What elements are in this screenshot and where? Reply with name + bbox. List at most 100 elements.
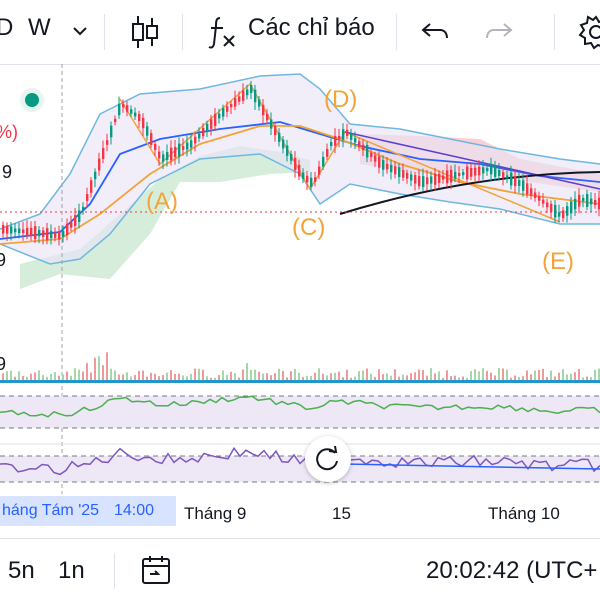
crosshair-time: 14:00 xyxy=(114,502,155,519)
time-axis-label: Tháng 10 xyxy=(488,504,560,523)
clock-timezone-button[interactable]: 20:02:42 (UTC+ xyxy=(426,557,598,584)
volume-bar xyxy=(78,369,80,380)
volume-bar xyxy=(242,369,244,380)
interval-w-button[interactable]: W xyxy=(28,14,51,41)
volume-bar xyxy=(594,369,596,380)
candle xyxy=(474,167,477,176)
volume-bar xyxy=(26,376,28,380)
volume-bar xyxy=(554,376,556,380)
volume-bar xyxy=(534,370,536,380)
candle xyxy=(282,139,285,149)
candle xyxy=(486,168,489,172)
volume-bar xyxy=(318,368,320,380)
volume-bar xyxy=(58,375,60,380)
candle xyxy=(98,158,101,171)
candle xyxy=(598,197,600,210)
candle xyxy=(422,176,425,188)
volume-bar xyxy=(346,369,348,380)
interval-d-button[interactable]: D xyxy=(0,14,14,41)
candle xyxy=(70,222,73,228)
candle xyxy=(226,106,229,112)
volume-bars xyxy=(2,352,600,380)
candle xyxy=(406,172,409,179)
volume-bar xyxy=(426,375,428,380)
stoch-signal-line xyxy=(344,463,600,470)
volume-bar xyxy=(598,368,600,380)
candle xyxy=(390,164,393,173)
volume-bar xyxy=(498,368,500,380)
volume-bar xyxy=(430,368,432,380)
bottom-divider xyxy=(114,553,115,589)
settings-gear-icon[interactable] xyxy=(578,14,600,55)
range-5n-button[interactable]: 5n xyxy=(8,557,35,584)
candle xyxy=(142,117,145,129)
candle xyxy=(254,89,257,103)
scale-label: 9 xyxy=(0,250,7,270)
volume-bar xyxy=(162,375,164,380)
volume-bar xyxy=(122,374,124,380)
candle xyxy=(334,135,337,146)
candle xyxy=(42,230,45,237)
candle xyxy=(398,167,401,178)
volume-bar xyxy=(494,375,496,380)
candle xyxy=(526,183,529,195)
volume-bar xyxy=(586,376,588,380)
volume-bar xyxy=(362,370,364,380)
volume-bar xyxy=(262,373,264,380)
undo-icon[interactable] xyxy=(420,18,450,51)
candle xyxy=(382,160,385,170)
volume-bar xyxy=(322,373,324,380)
reset-chart-button[interactable] xyxy=(305,436,351,482)
volume-bar xyxy=(6,371,8,380)
candle xyxy=(234,98,237,107)
volume-bar xyxy=(582,377,584,380)
volume-bar xyxy=(330,373,332,380)
candle xyxy=(46,228,49,241)
volume-bar xyxy=(166,372,168,380)
volume-bar xyxy=(194,368,196,380)
go-to-date-icon[interactable] xyxy=(140,555,172,590)
candle xyxy=(286,145,289,156)
volume-bar xyxy=(334,372,336,380)
indicators-fx-icon[interactable] xyxy=(206,14,238,55)
candle xyxy=(402,170,405,178)
volume-bar xyxy=(270,375,272,380)
range-1n-button[interactable]: 1n xyxy=(58,557,85,584)
volume-bar xyxy=(282,370,284,380)
interval-dropdown-chevron-icon[interactable] xyxy=(72,24,88,42)
volume-bar xyxy=(138,370,140,380)
volume-bar xyxy=(2,373,4,380)
volume-bar xyxy=(510,377,512,380)
time-axis-label: 15 xyxy=(332,504,351,523)
reset-rotate-icon xyxy=(316,445,338,471)
volume-bar xyxy=(50,374,52,380)
price-chart[interactable] xyxy=(0,64,600,534)
volume-bar xyxy=(514,375,516,380)
ma-blue-line xyxy=(0,121,600,240)
candle xyxy=(510,172,513,186)
candle xyxy=(322,156,325,167)
candle xyxy=(62,230,65,237)
candle-style-icon[interactable] xyxy=(130,14,160,55)
candle xyxy=(362,144,365,151)
indicators-button[interactable]: Các chỉ báo xyxy=(248,14,375,41)
volume-bar xyxy=(86,362,88,380)
volume-bar xyxy=(366,368,368,380)
volume-bar xyxy=(526,370,528,380)
wave-label-c: (C) xyxy=(292,214,326,241)
bottom-bar: 5n 1n 20:02:42 (UTC+ xyxy=(0,538,600,601)
candle xyxy=(130,109,133,114)
candle xyxy=(342,129,345,140)
chart-area[interactable]: %) 9 9 9 (A) (C) (D) (E) xyxy=(0,64,600,534)
ichimoku-cloud-green xyxy=(20,146,310,289)
candle xyxy=(58,232,61,240)
volume-bar xyxy=(202,369,204,380)
volume-bar xyxy=(254,369,256,380)
candle xyxy=(262,104,265,116)
volume-bar xyxy=(422,369,424,380)
candle xyxy=(450,169,453,183)
candle xyxy=(266,113,269,121)
candle xyxy=(514,175,517,187)
volume-bar xyxy=(394,369,396,380)
redo-icon[interactable] xyxy=(484,18,514,51)
